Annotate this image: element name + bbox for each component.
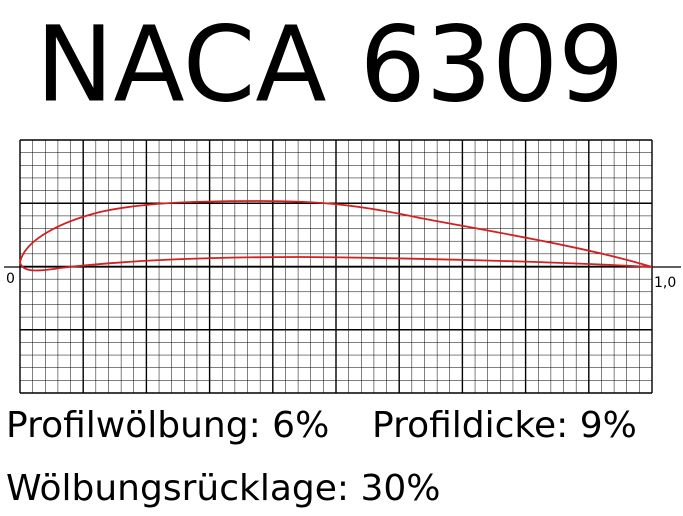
airfoil-profile [19,200,653,272]
title: NACA 6309 [36,3,625,125]
camber-label: Profilwölbung: 6% [6,405,329,446]
axis-start-label: 0 [6,271,15,287]
thickness-label: Profildicke: 9% [372,405,637,446]
axis-end-label: 1,0 [654,275,676,291]
camber-position-label: Wölbungsrücklage: 30% [6,468,441,509]
